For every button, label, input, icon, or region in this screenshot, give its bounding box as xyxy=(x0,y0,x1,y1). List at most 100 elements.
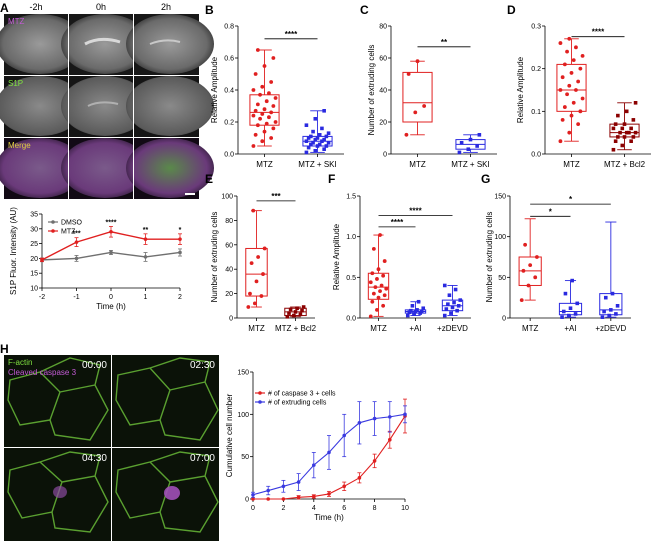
F-ytick-label-2: 1.0 xyxy=(346,234,356,241)
D-point-1-5 xyxy=(631,135,636,139)
D-point-0-17 xyxy=(562,62,567,67)
E-ytick-label-3: 60 xyxy=(225,242,233,249)
B-point-0-6 xyxy=(255,123,260,128)
F-point-2-1 xyxy=(449,311,453,315)
A_line-ytick-label-3: 25 xyxy=(30,241,38,248)
F-point-1-5 xyxy=(419,309,424,314)
E-point-0-1 xyxy=(252,301,257,306)
B-point-1-24 xyxy=(322,109,326,113)
B-ytick-label-4: 0.8 xyxy=(224,24,234,31)
panelA-row-label-mtz: MTZ xyxy=(8,17,25,26)
F-point-2-10 xyxy=(453,287,458,292)
H_line-xtick-label-4: 8 xyxy=(373,505,377,512)
D-point-1-0 xyxy=(611,147,616,152)
panelH-timestamp-2: 02:30 xyxy=(190,360,215,371)
B-point-0-23 xyxy=(260,84,265,89)
H_line-xtick-label-0: 0 xyxy=(251,505,255,512)
G-point-0-2 xyxy=(533,275,538,280)
H_line-xtick-label-1: 2 xyxy=(281,505,285,512)
F-point-0-1 xyxy=(375,307,379,312)
C-point-1-1 xyxy=(466,147,471,151)
A_line-point-1-3 xyxy=(143,237,148,241)
H_line-legend-marker-0 xyxy=(258,391,262,395)
G-point-2-4 xyxy=(609,308,613,312)
D-point-0-12 xyxy=(567,83,572,88)
micrograph-mtz-minus2h xyxy=(0,14,84,75)
F-ytick-label-3: 1.5 xyxy=(346,194,356,201)
G-point-1-2 xyxy=(573,312,578,316)
G-point-1-7 xyxy=(570,278,574,283)
H_line-ylabel: Cumulative cell number xyxy=(225,393,234,477)
E-point-1-7 xyxy=(295,306,299,311)
B-point-1-10 xyxy=(320,139,324,143)
H_line-point-1-6 xyxy=(342,433,347,438)
H_line-point-0-2 xyxy=(281,497,286,501)
F-point-1-1 xyxy=(412,312,416,316)
D-point-0-23 xyxy=(567,36,572,41)
D-point-0-7 xyxy=(571,100,576,105)
E-point-0-6 xyxy=(249,261,254,265)
micrograph-h-0430 xyxy=(4,448,111,541)
G-point-2-5 xyxy=(615,304,620,308)
E-ytick-label-4: 80 xyxy=(225,218,233,225)
H_line-ytick-label-0: 0 xyxy=(245,497,249,504)
D-point-0-20 xyxy=(565,49,569,54)
F-point-2-11 xyxy=(442,283,447,288)
D-point-0-11 xyxy=(558,88,563,92)
H_line-point-0-6 xyxy=(342,484,347,489)
B-point-1-2 xyxy=(322,147,326,151)
B-point-0-15 xyxy=(262,107,267,112)
A_line-xtick-label-1: -1 xyxy=(73,294,79,301)
panel-letter-E: E xyxy=(205,172,213,186)
D-point-0-16 xyxy=(578,66,583,71)
D-point-0-4 xyxy=(569,113,574,118)
B-point-0-5 xyxy=(271,126,276,131)
G-sig-label-0: * xyxy=(549,207,553,216)
H_line-xlabel: Time (h) xyxy=(314,513,344,522)
H_line-legend-label-0: # of caspase 3 + cells xyxy=(268,391,336,398)
E-category-label-1: MTZ + Bcl2 xyxy=(275,324,317,333)
G-category-label-1: +AI xyxy=(564,324,576,333)
panelH-legend-factin: F-actin xyxy=(8,358,32,367)
A_line-point-0-1 xyxy=(74,256,79,261)
D-point-0-9 xyxy=(565,92,569,97)
B-point-0-26 xyxy=(262,64,267,68)
G-ytick-label-2: 100 xyxy=(494,234,506,241)
D-point-1-3 xyxy=(613,139,618,143)
D-point-1-6 xyxy=(616,135,620,139)
B-ytick-label-0: 0.0 xyxy=(224,152,234,159)
B-point-0-7 xyxy=(264,121,269,126)
D-point-1-17 xyxy=(616,113,620,118)
D-point-0-21 xyxy=(574,45,578,50)
panel-letter-C: C xyxy=(360,3,369,17)
C-point-0-1 xyxy=(413,110,418,115)
E-point-1-4 xyxy=(293,310,298,314)
B-point-0-20 xyxy=(258,92,262,97)
panelA-row-label-merge: Merge xyxy=(8,141,31,150)
micrograph-s1p-2h xyxy=(126,76,214,137)
E-point-1-1 xyxy=(292,313,296,318)
E-point-0-0 xyxy=(246,305,251,309)
B-point-1-14 xyxy=(306,136,311,140)
G-point-2-2 xyxy=(614,312,618,316)
B-point-0-11 xyxy=(251,113,256,118)
B-point-0-2 xyxy=(269,136,274,140)
C-category-label-1: MTZ + SKI xyxy=(451,160,489,169)
D-point-1-14 xyxy=(613,122,618,126)
panel-letter-A: A xyxy=(0,1,9,15)
E-point-0-4 xyxy=(254,279,259,284)
micrograph-h-0000 xyxy=(4,355,111,447)
B-point-0-22 xyxy=(251,88,256,92)
D-point-0-15 xyxy=(569,71,574,75)
panelH-image-grid xyxy=(4,355,219,541)
G-point-0-0 xyxy=(519,298,524,303)
D-point-1-4 xyxy=(622,135,627,139)
B-point-0-10 xyxy=(267,115,271,120)
A_line-xlabel: Time (h) xyxy=(96,302,126,311)
H_line-point-1-9 xyxy=(388,415,392,419)
D-point-1-8 xyxy=(633,130,638,135)
H_line-point-0-4 xyxy=(312,494,316,499)
H_line-point-1-10 xyxy=(403,412,407,417)
D-point-1-2 xyxy=(629,139,633,143)
H_line-legend-label-1: # of extruding cells xyxy=(268,400,327,407)
